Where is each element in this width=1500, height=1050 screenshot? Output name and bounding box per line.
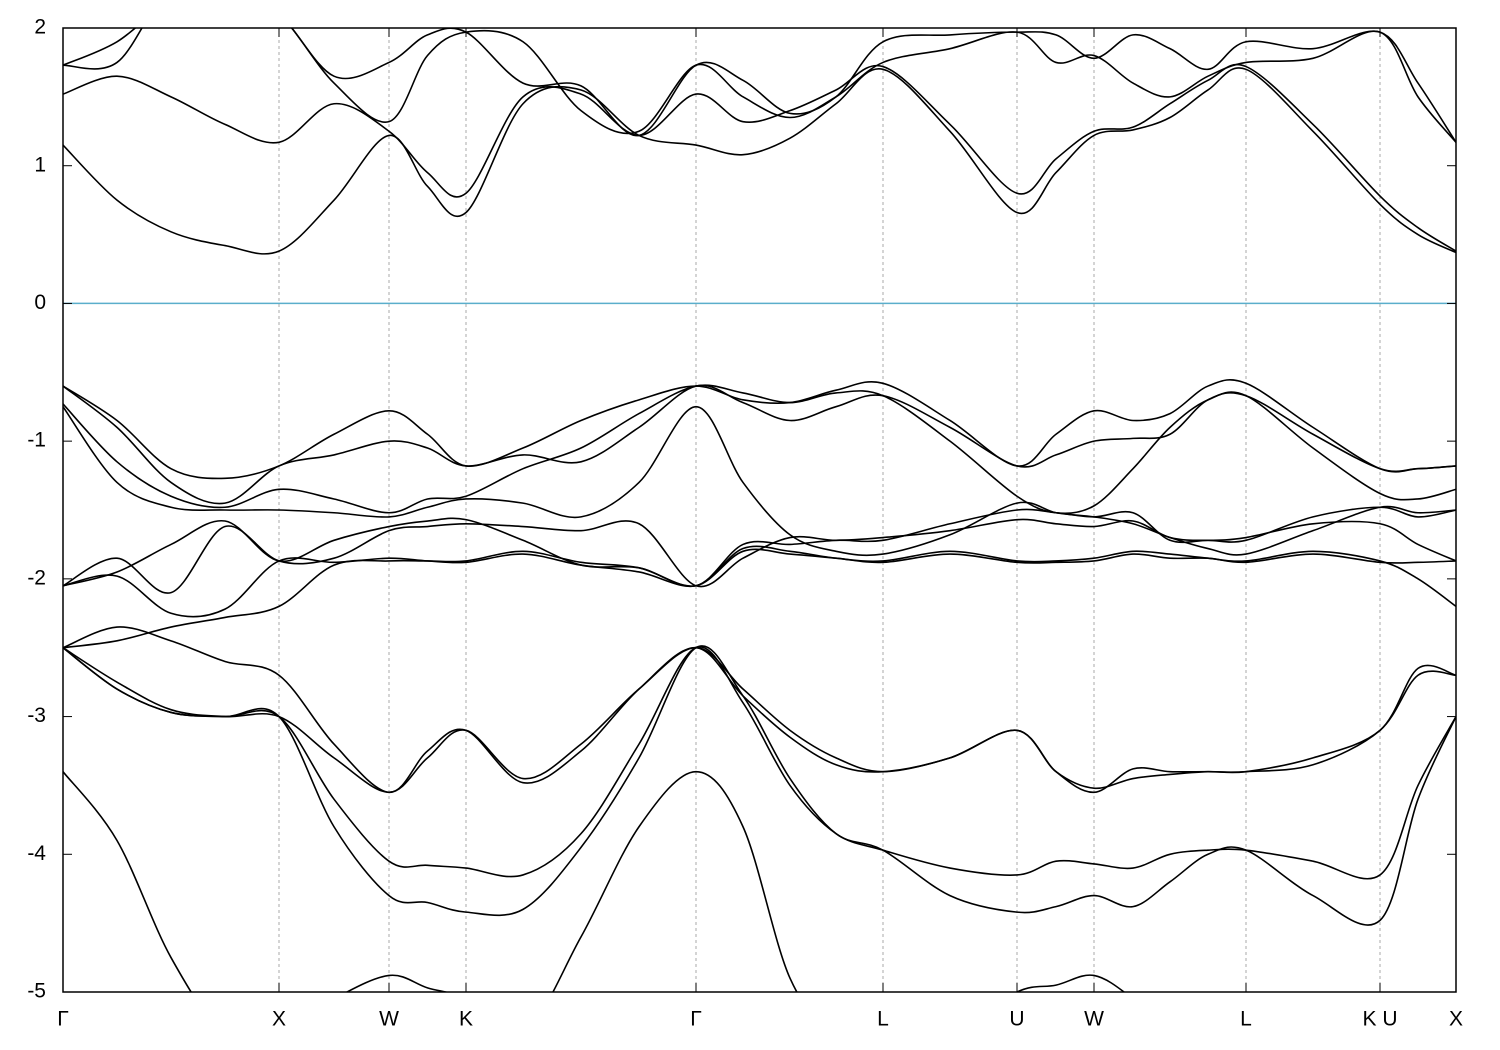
y-tick-label: -4 xyxy=(27,842,46,865)
x-tick-label: W xyxy=(1084,1008,1104,1031)
band-line xyxy=(63,645,1456,926)
y-tick-label: -3 xyxy=(27,704,46,727)
band-line xyxy=(63,405,1456,557)
x-tick-label: X xyxy=(1449,1008,1463,1031)
y-tick-label: -2 xyxy=(27,566,46,589)
y-tick-label: -1 xyxy=(27,429,46,452)
band-line xyxy=(63,379,1456,480)
x-tick-label: W xyxy=(379,1008,399,1031)
x-tick-label: U xyxy=(1009,1008,1024,1031)
plot-frame xyxy=(62,27,1457,993)
band-line xyxy=(63,548,1456,618)
x-tick-label: L xyxy=(877,1008,889,1031)
band-line xyxy=(63,770,1126,992)
y-tick-label: 0 xyxy=(34,291,46,314)
band-line xyxy=(63,646,1456,880)
y-tick-label: 1 xyxy=(34,153,46,176)
x-tick-label: Γ xyxy=(57,1008,69,1031)
band-line xyxy=(63,28,1456,143)
band-line xyxy=(63,67,1456,255)
x-tick-label: K U xyxy=(1362,1008,1397,1031)
y-tick-label: 2 xyxy=(34,16,46,39)
band-line xyxy=(63,384,1456,515)
band-line xyxy=(63,518,1456,594)
x-tick-label: X xyxy=(272,1008,286,1031)
x-tick-label: L xyxy=(1240,1008,1252,1031)
x-tick-label: K xyxy=(459,1008,473,1031)
band-line xyxy=(63,506,1456,588)
band-line xyxy=(63,28,1456,143)
x-tick-label: Γ xyxy=(690,1008,702,1031)
band-line xyxy=(63,626,1456,794)
band-line xyxy=(63,646,1456,794)
band-line xyxy=(63,384,1456,505)
y-tick-label: -5 xyxy=(27,980,46,1003)
